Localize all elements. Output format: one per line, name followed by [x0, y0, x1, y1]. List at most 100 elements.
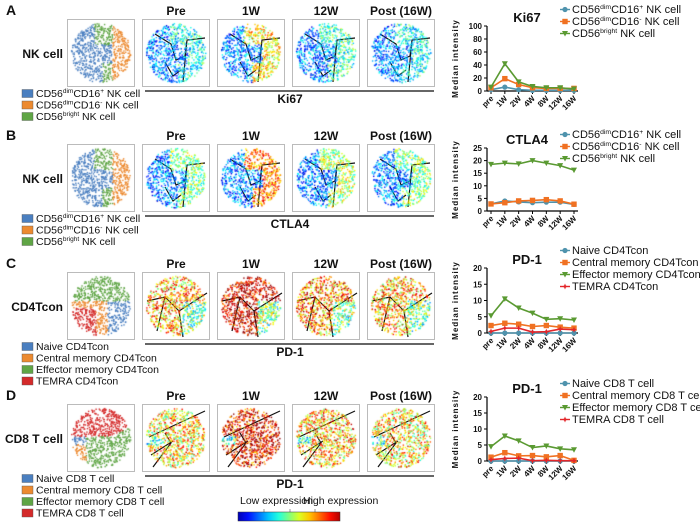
legend-label: Effector memory CD8 T cell: [36, 496, 164, 508]
chart-title: Ki67: [513, 10, 540, 25]
data-point: [529, 452, 536, 459]
label-part: Naive CD8 T cell: [572, 378, 654, 390]
superscript: dim: [63, 213, 73, 220]
expression-tsne-plot: [368, 405, 434, 471]
y-tick-label: 40: [473, 61, 482, 70]
expression-tsne-frame: [142, 272, 210, 340]
y-tick-label: 20: [473, 393, 482, 402]
expression-tsne-plot: [143, 273, 209, 339]
timepoint-title: 12W: [314, 4, 339, 18]
cluster-tsne-frame: [67, 144, 135, 212]
label-part: CD16: [73, 213, 100, 225]
data-point: [562, 31, 568, 37]
cluster-tsne-frame: [67, 272, 135, 340]
timepoint-title: Post (16W): [370, 4, 432, 18]
data-point: [488, 456, 494, 463]
legend-label: TEMRA CD4Tcon: [36, 376, 118, 388]
data-point: [516, 87, 522, 93]
y-axis-label: Median intensity: [451, 19, 460, 98]
data-point: [543, 85, 550, 91]
label-part: CD56: [572, 129, 600, 141]
data-point: [562, 131, 568, 138]
y-tick-label: 5: [478, 313, 483, 322]
data-point: [543, 454, 550, 460]
data-point: [571, 330, 577, 336]
legend-swatch: [21, 365, 34, 374]
superscript: bright: [63, 111, 79, 118]
legend-label: Naive CD8 T cell: [36, 473, 114, 485]
data-point: [557, 326, 564, 333]
data-point: [571, 201, 577, 207]
chart-title: PD-1: [512, 381, 542, 396]
superscript: -: [639, 16, 641, 23]
panel-letter: D: [6, 387, 16, 403]
x-tick-label: 1W: [494, 336, 509, 351]
cell-type-label: NK cell: [22, 47, 63, 61]
legend-label: CD56dimCD16+ NK cell: [36, 213, 140, 225]
expression-tsne-plot: [218, 20, 284, 86]
data-point: [557, 316, 564, 322]
data-point: [501, 433, 508, 440]
expression-tsne-plot: [368, 145, 434, 211]
x-tick-label: pre: [480, 214, 496, 230]
y-tick-label: 10: [473, 297, 482, 306]
colorbar-low-label: Low expression: [240, 495, 313, 507]
label-part: NK cell: [102, 100, 138, 112]
chart-legend-label: Effector memory CD4Tcon: [572, 269, 700, 281]
series: [488, 196, 577, 207]
label-part: CD16: [611, 16, 639, 28]
data-point: [529, 457, 536, 464]
label-part: CD56: [572, 4, 600, 16]
legend-swatch: [21, 89, 34, 98]
label-part: CD56: [572, 16, 600, 28]
marker-label: Ki67: [277, 92, 303, 106]
cluster-tsne-plot: [68, 405, 134, 471]
panel-letter: C: [6, 255, 16, 271]
data-point: [488, 84, 494, 91]
x-tick-label: 16W: [560, 214, 578, 232]
data-point: [562, 259, 568, 266]
label-part: Effector memory CD8 T cell: [572, 402, 700, 414]
data-point: [571, 317, 577, 323]
data-point: [515, 321, 522, 327]
legend-swatch: [21, 237, 34, 246]
expression-tsne-frame: [367, 19, 435, 87]
label-part: CD56: [572, 28, 600, 40]
y-tick-label: 20: [473, 74, 482, 83]
legend-swatch: [21, 508, 34, 518]
marker-label: PD-1: [276, 477, 304, 491]
y-axis-label: Median intensity: [451, 140, 460, 219]
expression-tsne-plot: [218, 273, 284, 339]
label-part: CD16: [611, 141, 639, 153]
chart-legend-label: TEMRA CD8 T cell: [572, 414, 664, 426]
label-part: Central memory CD4Tcon: [572, 257, 699, 269]
label-part: NK cell: [79, 236, 115, 248]
expression-tsne-plot: [368, 20, 434, 86]
panel-letter: A: [6, 2, 16, 18]
timepoint-title: Pre: [166, 389, 186, 403]
y-axis-label: Median intensity: [451, 390, 460, 469]
data-point: [529, 158, 536, 164]
label-part: Effector memory CD4Tcon: [572, 269, 700, 281]
x-tick-label: 4W: [522, 464, 537, 479]
x-tick-label: 4W: [522, 336, 537, 351]
chart-legend-label: TEMRA CD4Tcon: [572, 281, 658, 293]
data-point: [557, 452, 563, 459]
data-point: [557, 85, 564, 91]
expression-tsne-plot: [218, 145, 284, 211]
data-point: [571, 167, 577, 174]
y-tick-label: 0: [478, 207, 483, 216]
label-part: NK cell: [642, 141, 680, 153]
superscript: bright: [600, 153, 617, 160]
superscript: -: [100, 100, 102, 107]
data-point: [562, 156, 568, 162]
cell-type-label: CD4Tcon: [11, 300, 63, 314]
data-point: [562, 6, 568, 13]
legend-swatch: [21, 100, 34, 110]
data-point: [562, 143, 568, 150]
chart-legend-label: Naive CD8 T cell: [572, 378, 654, 390]
label-part: CD56: [36, 111, 63, 123]
data-point: [501, 325, 508, 332]
label-part: Central memory CD4Tcon: [36, 353, 157, 365]
